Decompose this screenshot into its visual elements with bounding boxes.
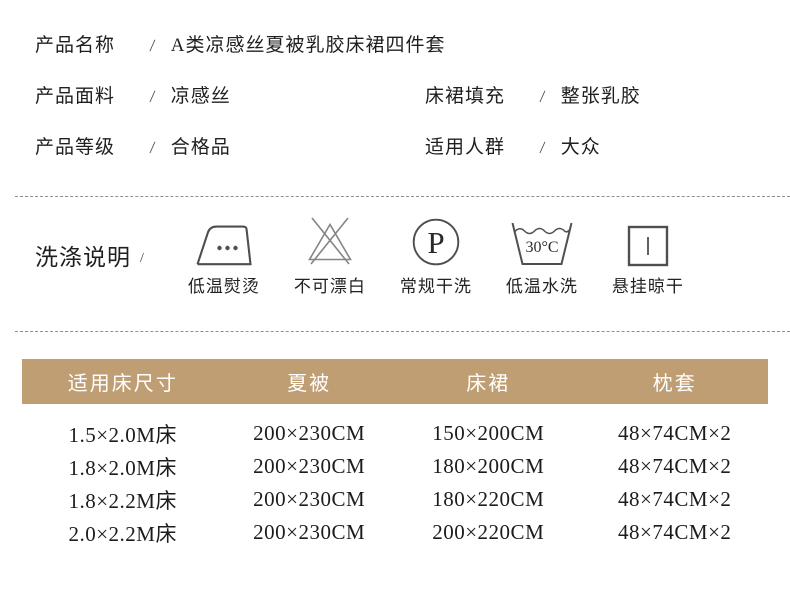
table-row: 1.5×2.0M床 200×230CM 150×200CM 48×74CM×2 <box>22 417 768 450</box>
size-table-header-cell: 适用床尺寸 <box>67 373 178 395</box>
wash-30c-icon: 30°C <box>509 213 575 267</box>
attribute-label: 产品面料 <box>35 86 116 107</box>
washing-title-text: 洗涤说明 <box>35 245 131 270</box>
table-cell: 1.5×2.0M床 <box>68 422 177 447</box>
separator-slash: / <box>539 87 546 106</box>
table-row: 2.0×2.2M床 200×230CM 200×220CM 48×74CM×2 <box>22 516 768 549</box>
svg-text:30°C: 30°C <box>525 239 558 256</box>
no-bleach-icon <box>304 213 356 267</box>
hang-dry-icon <box>627 213 669 267</box>
washing-item-iron: 低温熨烫 <box>171 213 277 331</box>
table-cell: 48×74CM×2 <box>618 454 732 478</box>
washing-section-title: 洗涤说明 / <box>0 197 161 331</box>
attribute-label: 产品名称 <box>35 35 116 56</box>
table-cell: 1.8×2.2M床 <box>68 488 177 513</box>
separator-slash: / <box>149 36 156 55</box>
attribute-value: 合格品 <box>170 137 231 158</box>
table-row: 1.8×2.2M床 200×230CM 180×220CM 48×74CM×2 <box>22 483 768 516</box>
size-table-body: 1.5×2.0M床 200×230CM 150×200CM 48×74CM×2 … <box>22 404 768 549</box>
table-cell: 48×74CM×2 <box>618 421 732 445</box>
washing-item-no-bleach: 不可漂白 <box>277 213 383 331</box>
info-row-fabric-filling: 产品面料 / 凉感丝 床裙填充 / 整张乳胶 <box>35 81 790 132</box>
size-table-header-cell: 夏被 <box>287 373 332 395</box>
table-cell: 48×74CM×2 <box>618 520 732 544</box>
attribute-fabric: 产品面料 / 凉感丝 <box>35 81 425 108</box>
attribute-label: 适用人群 <box>425 137 506 158</box>
table-cell: 200×230CM <box>253 520 366 544</box>
info-row-name: 产品名称 / A类凉感丝夏被乳胶床裙四件套 <box>35 30 790 81</box>
attribute-label: 床裙填充 <box>425 86 506 107</box>
table-row: 1.8×2.0M床 200×230CM 180×200CM 48×74CM×2 <box>22 450 768 483</box>
attribute-product-name: 产品名称 / A类凉感丝夏被乳胶床裙四件套 <box>35 30 445 57</box>
attribute-skirt-filling: 床裙填充 / 整张乳胶 <box>425 81 641 108</box>
size-table: 适用床尺寸 夏被 床裙 枕套 1.5×2.0M床 200×230CM 150×2… <box>22 359 768 549</box>
dashed-divider-top <box>15 196 790 197</box>
table-cell: 180×200CM <box>432 454 545 478</box>
table-cell: 200×230CM <box>253 487 366 511</box>
table-cell: 180×220CM <box>432 487 545 511</box>
attribute-grade: 产品等级 / 合格品 <box>35 132 425 159</box>
dry-clean-p-icon: P <box>411 213 461 267</box>
washing-item-label: 不可漂白 <box>293 277 366 296</box>
svg-text:P: P <box>427 225 444 260</box>
separator-slash: / <box>140 251 145 266</box>
washing-item-hang-dry: 悬挂晾干 <box>595 213 701 331</box>
product-info-section: 产品名称 / A类凉感丝夏被乳胶床裙四件套 产品面料 / 凉感丝 床裙填充 / … <box>0 0 790 196</box>
table-cell: 48×74CM×2 <box>618 487 732 511</box>
size-table-header-cell: 床裙 <box>466 373 511 395</box>
size-table-header: 适用床尺寸 夏被 床裙 枕套 <box>22 359 768 404</box>
info-row-grade-audience: 产品等级 / 合格品 适用人群 / 大众 <box>35 132 790 183</box>
table-cell: 150×200CM <box>432 421 545 445</box>
washing-item-label: 低温水洗 <box>505 277 578 296</box>
dashed-divider-bottom <box>15 331 790 332</box>
attribute-value: 大众 <box>560 137 601 158</box>
attribute-value: 凉感丝 <box>170 86 231 107</box>
table-cell: 1.8×2.0M床 <box>68 455 177 480</box>
table-cell: 200×230CM <box>253 454 366 478</box>
washing-item-wash-30c: 30°C 低温水洗 <box>489 213 595 331</box>
table-cell: 200×220CM <box>432 520 545 544</box>
attribute-value: 整张乳胶 <box>560 86 641 107</box>
table-cell: 2.0×2.2M床 <box>68 521 177 546</box>
size-table-header-cell: 枕套 <box>652 373 697 395</box>
attribute-audience: 适用人群 / 大众 <box>425 132 601 159</box>
washing-item-label: 常规干洗 <box>399 277 472 296</box>
washing-item-label: 悬挂晾干 <box>611 277 684 296</box>
attribute-value: A类凉感丝夏被乳胶床裙四件套 <box>170 35 446 56</box>
separator-slash: / <box>539 138 546 157</box>
separator-slash: / <box>149 138 156 157</box>
separator-slash: / <box>149 87 156 106</box>
washing-item-label: 低温熨烫 <box>187 277 260 296</box>
table-cell: 200×230CM <box>253 421 366 445</box>
washing-instructions-section: 洗涤说明 / 低温熨烫 <box>0 197 790 331</box>
washing-icons-row: 低温熨烫 不可漂白 P <box>171 197 701 331</box>
attribute-label: 产品等级 <box>35 137 116 158</box>
iron-icon <box>195 213 253 267</box>
washing-item-dry-clean: P 常规干洗 <box>383 213 489 331</box>
